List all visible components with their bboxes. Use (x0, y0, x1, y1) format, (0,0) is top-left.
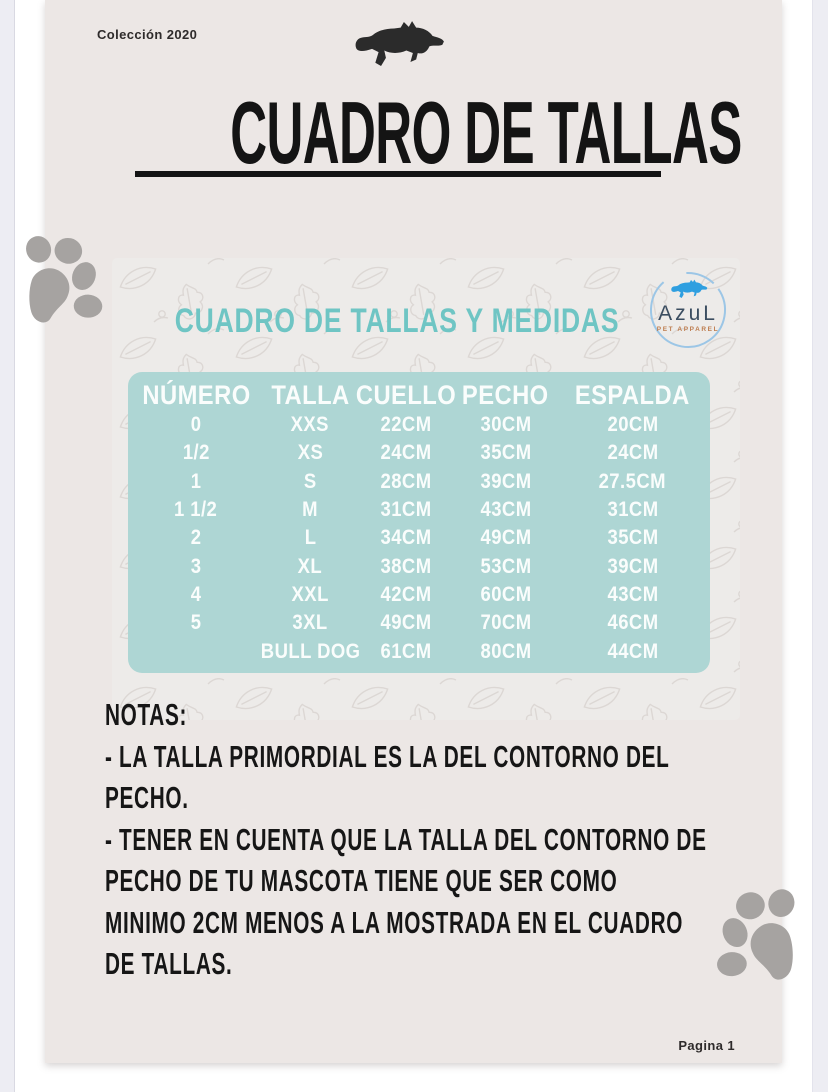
table-cell: 42CM (380, 582, 432, 606)
table-cell: 27.5CM (598, 469, 667, 493)
table-cell: 35CM (480, 441, 532, 465)
table-cell: 49CM (380, 611, 432, 635)
table-cell: 43CM (607, 582, 659, 606)
paw-print-icon (21, 228, 106, 326)
page-number: Pagina 1 (678, 1038, 735, 1053)
table-cell: 1 1/2 (174, 498, 218, 522)
jumping-dog-icon (355, 21, 444, 67)
document-page: Colección 2020 CUADRO DE TALLAS CUADRO D… (45, 0, 782, 1063)
table-cell: 49CM (480, 526, 532, 550)
table-cell: XL (297, 554, 323, 578)
column-header: NÚMERO (141, 379, 251, 410)
table-cell: 24CM (607, 441, 659, 465)
table-cell: 31CM (380, 498, 432, 522)
column-header: PECHO (462, 379, 550, 410)
table-cell: 4 (190, 582, 202, 606)
table-cell: 1 (190, 469, 202, 493)
table-cell: 34CM (380, 526, 432, 550)
table-cell: 44CM (607, 639, 659, 663)
note-line: PECHO DE TU MASCOTA TIENE QUE SER COMO (105, 863, 618, 898)
collection-label: Colección 2020 (97, 27, 198, 42)
note-line: - LA TALLA PRIMORDIAL ES LA DEL CONTORNO… (105, 738, 670, 774)
table-cell: XS (297, 441, 323, 465)
table-cell: 60CM (480, 582, 532, 606)
table-cell: M (302, 498, 319, 522)
table-cell: 3 (190, 554, 202, 578)
note-line: PECHO. (105, 780, 189, 815)
logo-dog-icon (671, 279, 708, 298)
page-title: CUADRO DE TALLAS (230, 83, 742, 182)
note-line: MINIMO 2CM MENOS A LA MOSTRADA EN EL CUA… (105, 904, 684, 940)
viewer-left-gutter (0, 0, 15, 1092)
table-cell: S (303, 469, 317, 493)
table-cell: 3XL (292, 611, 328, 635)
notes-section: NOTAS: - LA TALLA PRIMORDIAL ES LA DEL C… (105, 694, 735, 985)
table-cell: 1/2 (182, 441, 210, 465)
table-cell: 46CM (607, 611, 659, 635)
paw-print-icon (714, 882, 799, 983)
viewer-right-gutter (812, 0, 828, 1092)
notes-heading: NOTAS: (105, 697, 188, 732)
table-cell: 39CM (480, 469, 532, 493)
table-cell: 28CM (380, 469, 432, 493)
brand-tagline: PET APPAREL (656, 326, 720, 333)
table-cell: 0 (190, 413, 202, 437)
table-cell: 80CM (480, 639, 532, 663)
table-cell: 20CM (607, 413, 659, 437)
table-cell: XXL (291, 582, 329, 606)
table-cell: 5 (190, 611, 202, 635)
table-cell: 22CM (380, 413, 432, 437)
table-cell: 38CM (380, 554, 432, 578)
table-cell: 35CM (607, 526, 659, 550)
table-cell: 43CM (480, 498, 532, 522)
note-line: DE TALLAS. (105, 946, 233, 981)
column-header: CUELLO (356, 379, 457, 410)
table-cell: 30CM (480, 413, 532, 437)
table-cell: 61CM (380, 639, 432, 663)
size-table: NÚMERO TALLA CUELLO PECHO ESPALDA 0 XXS … (128, 372, 710, 673)
size-chart-card: CUADRO DE TALLAS Y MEDIDAS AzuL PET APPA… (112, 258, 740, 720)
table-cell: 31CM (607, 498, 659, 522)
table-cell: L (304, 526, 317, 550)
brand-name: AzuL (658, 302, 718, 325)
table-cell: 53CM (480, 554, 532, 578)
column-header: ESPALDA (575, 379, 690, 410)
table-cell: 2 (190, 526, 202, 550)
logo-ring-icon (650, 272, 726, 348)
table-cell: 24CM (380, 441, 432, 465)
column-header: TALLA (271, 379, 350, 410)
size-chart-title: CUADRO DE TALLAS Y MEDIDAS (174, 302, 620, 340)
brand-logo: AzuL PET APPAREL (640, 270, 736, 354)
note-line: - TENER EN CUENTA QUE LA TALLA DEL CONTO… (105, 821, 707, 857)
table-cell: BULL DOG (260, 639, 361, 663)
table-cell: 39CM (607, 554, 659, 578)
table-cell: 70CM (480, 611, 532, 635)
table-cell (128, 637, 264, 665)
title-underline (135, 171, 661, 177)
table-cell: XXS (291, 413, 330, 437)
